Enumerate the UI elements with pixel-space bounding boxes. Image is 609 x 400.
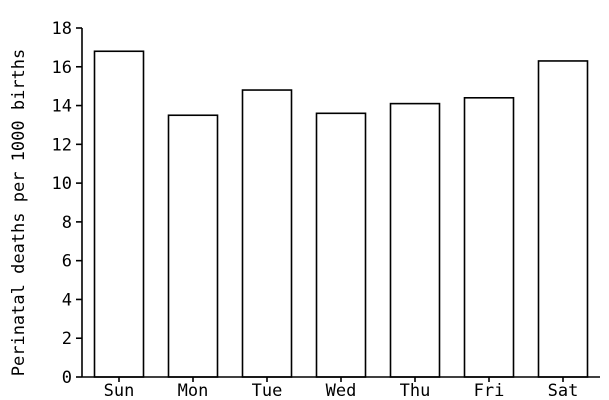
x-tick-label-sun: Sun [104, 381, 135, 400]
y-tick-label: 16 [52, 58, 72, 78]
bar-sun [93, 50, 145, 378]
x-tick-label-mon: Mon [178, 381, 209, 400]
y-tick-label: 0 [62, 368, 72, 388]
y-axis-title: Perinatal deaths per 1000 births [9, 49, 29, 377]
y-tick-label: 4 [62, 290, 72, 310]
x-tick-label-wed: Wed [326, 381, 357, 400]
bar-fri [463, 97, 515, 378]
y-tick-label: 10 [52, 174, 72, 194]
y-tick-label: 18 [52, 19, 72, 39]
x-tick-label-thu: Thu [400, 381, 431, 400]
bar-wed [315, 112, 367, 378]
y-axis-ticks: 0 2 4 6 8 10 12 14 16 18 [52, 19, 82, 388]
bar-mon [167, 114, 219, 378]
bar-thu [389, 102, 441, 378]
bars [93, 50, 589, 378]
x-axis-labels: Sun Mon Tue Wed Thu Fri Sat [104, 377, 579, 400]
bar-sat [537, 60, 589, 378]
x-tick-label-fri: Fri [474, 381, 505, 400]
y-tick-label: 6 [62, 252, 72, 272]
y-tick-label: 8 [62, 213, 72, 233]
x-tick-label-sat: Sat [548, 381, 579, 400]
y-tick-label: 14 [52, 97, 72, 117]
x-tick-label-tue: Tue [252, 381, 283, 400]
y-tick-label: 12 [52, 135, 72, 155]
y-tick-label: 2 [62, 329, 72, 349]
y-axis-title-group: Perinatal deaths per 1000 births [9, 49, 29, 377]
bar-tue [241, 89, 293, 378]
